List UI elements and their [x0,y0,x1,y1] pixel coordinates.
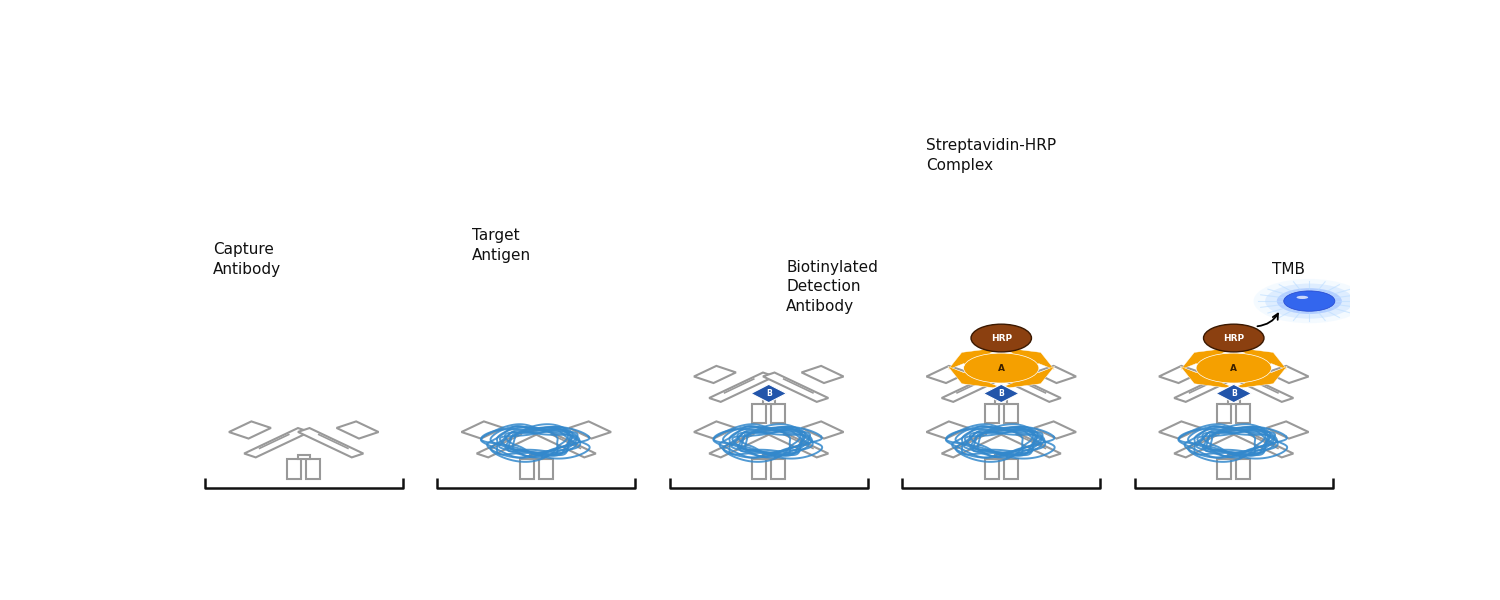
Circle shape [1254,279,1365,323]
Polygon shape [984,385,1018,403]
Text: Target
Antigen: Target Antigen [472,228,531,263]
Polygon shape [942,373,1006,402]
Bar [986,404,999,423]
Polygon shape [1034,421,1076,439]
Polygon shape [462,421,504,439]
Polygon shape [942,428,1006,457]
Polygon shape [948,363,1014,389]
Bar [996,400,1006,404]
Polygon shape [531,428,596,457]
Circle shape [1288,293,1330,310]
Polygon shape [1228,428,1293,457]
Text: TMB: TMB [1272,262,1305,277]
Circle shape [1196,353,1272,383]
Bar [288,459,302,479]
Text: B: B [766,389,771,398]
Bar [538,459,552,479]
Bar [531,455,542,459]
Bar [986,459,999,479]
Polygon shape [1228,373,1293,402]
Polygon shape [1221,347,1287,373]
Polygon shape [764,428,828,457]
Bar [1004,459,1017,479]
Bar [1236,404,1250,423]
Bar [1218,404,1231,423]
Bar [753,404,766,423]
Text: Streptavidin-HRP
Complex: Streptavidin-HRP Complex [926,138,1056,173]
Polygon shape [996,428,1060,457]
Polygon shape [764,373,828,402]
Text: HRP: HRP [1222,334,1245,343]
Polygon shape [996,373,1060,402]
Ellipse shape [1296,296,1308,299]
Polygon shape [801,366,843,383]
Polygon shape [1160,366,1202,383]
Bar [1218,459,1231,479]
Polygon shape [244,428,309,457]
Polygon shape [336,421,378,439]
Polygon shape [477,428,542,457]
Polygon shape [752,385,786,403]
Polygon shape [230,421,272,439]
Polygon shape [1174,428,1239,457]
Bar [1228,400,1239,404]
Polygon shape [927,421,969,439]
Polygon shape [927,366,969,383]
Circle shape [1284,291,1335,311]
Ellipse shape [1203,324,1264,352]
Polygon shape [1034,366,1076,383]
Bar [298,455,309,459]
Polygon shape [694,421,736,439]
Bar [764,400,774,404]
Polygon shape [1266,366,1308,383]
Bar [1004,404,1017,423]
Polygon shape [988,363,1054,389]
Polygon shape [948,347,1014,373]
Bar [764,455,774,459]
Polygon shape [1180,347,1246,373]
Polygon shape [568,421,610,439]
Polygon shape [694,366,736,383]
Text: HRP: HRP [990,334,1012,343]
Bar [771,404,784,423]
Circle shape [1264,284,1353,319]
Polygon shape [298,428,363,457]
Text: Biotinylated
Detection
Antibody: Biotinylated Detection Antibody [786,260,877,314]
Bar [1236,459,1250,479]
Polygon shape [801,421,843,439]
Polygon shape [710,373,774,402]
Polygon shape [1180,363,1246,389]
Circle shape [1276,288,1342,314]
Text: B: B [1232,389,1236,398]
Polygon shape [1266,421,1308,439]
Bar [1228,455,1239,459]
Polygon shape [710,428,774,457]
Bar [753,459,766,479]
Text: A: A [1230,364,1238,373]
Bar [520,459,534,479]
Text: B: B [999,389,1004,398]
Bar [996,455,1006,459]
Bar [306,459,320,479]
Polygon shape [1160,421,1202,439]
Text: A: A [998,364,1005,373]
Bar [771,459,784,479]
Circle shape [963,353,1040,383]
Text: Capture
Antibody: Capture Antibody [213,242,280,277]
Polygon shape [1221,363,1287,389]
Polygon shape [1216,385,1251,403]
Polygon shape [988,347,1054,373]
Polygon shape [1174,373,1239,402]
Ellipse shape [970,324,1032,352]
